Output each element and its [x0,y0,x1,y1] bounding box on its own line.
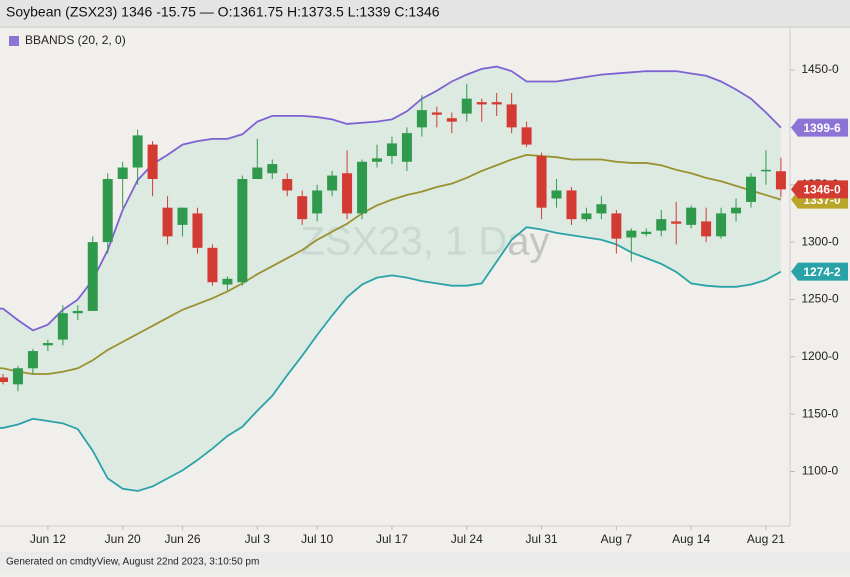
candle-body [177,207,188,225]
candle-body [656,219,667,231]
candle-body [372,158,382,162]
candle-body [626,230,637,238]
candle-body [282,178,293,191]
candle-body [72,310,83,314]
candle-body [147,144,158,179]
band-upper [0,65,782,332]
x-tick-label: Aug 7 [601,532,633,546]
candle-body [267,164,278,174]
price-badge [791,180,848,199]
candle-body [431,112,442,115]
y-tick-label: 1200-0 [801,349,839,363]
footer-text: Generated on cmdtyView, August 22nd 2023… [6,557,259,568]
x-tick-label: Jun 20 [105,532,141,546]
legend-label: BBANDS (20, 2, 0) [25,33,126,47]
candle-body [327,175,338,191]
price-badge-label: 1346-0 [803,182,841,196]
x-tick-label: Jun 12 [30,532,66,546]
price-badge [791,118,848,137]
x-tick-label: Jul 24 [451,532,483,546]
candle-body [581,213,592,220]
candle-body [27,351,38,369]
band-lower [0,226,782,492]
candle-body [596,204,607,214]
price-badge [791,262,848,281]
x-tick-label: Jul 17 [376,532,408,546]
candle-body [42,343,53,346]
candle-body [57,313,68,340]
candle-body [775,171,786,190]
band-fill [0,66,781,492]
candle-body [731,207,742,214]
candle-body [446,118,457,122]
candle-body [671,221,682,224]
candle-body [521,127,532,145]
y-tick-label: 1250-0 [801,292,839,306]
candle-body [192,213,203,248]
candle-body [760,169,771,172]
candle-body [536,156,547,208]
candle-body [297,196,308,220]
x-tick-label: Aug 14 [672,532,710,546]
y-tick-label: 1100-0 [802,464,839,478]
candle-body [222,278,233,285]
candle-body [551,190,562,199]
price-badge-label: 1399-6 [803,121,841,135]
footer-bar [0,552,850,572]
candle-body [701,221,712,237]
candle-body [506,104,517,128]
x-tick-label: Jul 10 [301,532,333,546]
candle-body [237,178,248,283]
candle-body [386,143,397,157]
price-badge-label: 1274-2 [803,265,841,279]
candle-body [416,110,427,128]
candle-body [566,190,577,220]
x-tick-label: Jul 31 [526,532,558,546]
candle-body [641,231,652,235]
plot: ZSX23, 1 Day1100-01150-01200-01250-01300… [0,62,848,546]
candle-body [132,135,143,168]
candle-body [0,377,8,383]
candle-body [491,102,502,105]
candle-body [401,133,412,162]
candle-body [746,176,756,202]
candle-body [87,242,98,311]
y-tick-label: 1150-0 [802,406,839,420]
x-tick-label: Aug 21 [747,532,785,546]
header-bar [0,0,850,27]
candle-body [162,207,173,237]
candle-body [117,167,128,179]
candle-body [357,161,368,214]
candle-body [716,213,727,237]
legend-swatch [9,36,19,46]
candle-body [461,98,472,114]
x-tick-label: Jun 26 [165,532,201,546]
band-middle [0,153,782,375]
y-tick-label: 1450-0 [801,62,839,76]
candle-body [312,190,323,214]
chart-title: Soybean (ZSX23) 1346 -15.75 — O:1361.75 … [6,4,440,20]
y-tick-label: 1300-0 [801,234,839,248]
candle-body [12,368,23,385]
candle-body [476,102,487,105]
candle-body [102,178,113,243]
candle-body [342,173,353,214]
candle-body [686,207,697,225]
candle-body [611,213,622,239]
candle-body [252,167,263,179]
candle-body [207,247,218,283]
x-tick-label: Jul 3 [245,532,271,546]
